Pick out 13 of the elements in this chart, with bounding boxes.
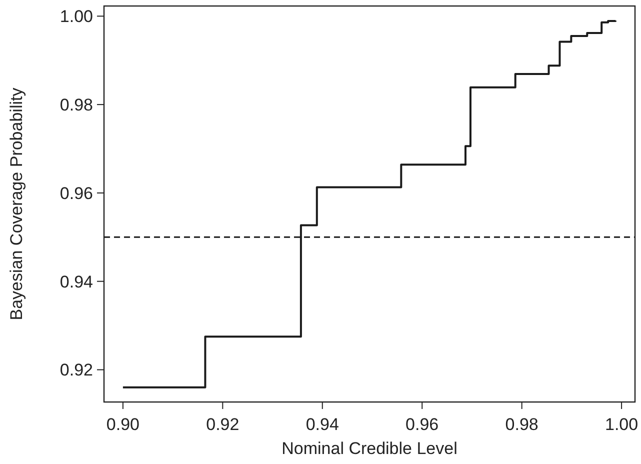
x-tick-label: 1.00 <box>604 415 638 434</box>
x-tick-label: 0.92 <box>206 415 240 434</box>
x-tick-label: 0.98 <box>505 415 538 434</box>
y-tick-label: 0.94 <box>60 272 93 292</box>
y-tick-label: 1.00 <box>60 7 93 26</box>
y-tick-label: 0.98 <box>60 96 93 115</box>
y-axis-title: Bayesian Coverage Probability <box>7 87 26 320</box>
x-tick-label: 0.96 <box>406 415 439 434</box>
x-tick-label: 0.94 <box>306 415 339 434</box>
x-tick-label: 0.90 <box>106 415 140 434</box>
x-axis-title: Nominal Credible Level <box>282 439 458 458</box>
y-tick-label: 0.96 <box>60 184 93 203</box>
y-tick-label: 0.92 <box>60 360 93 380</box>
